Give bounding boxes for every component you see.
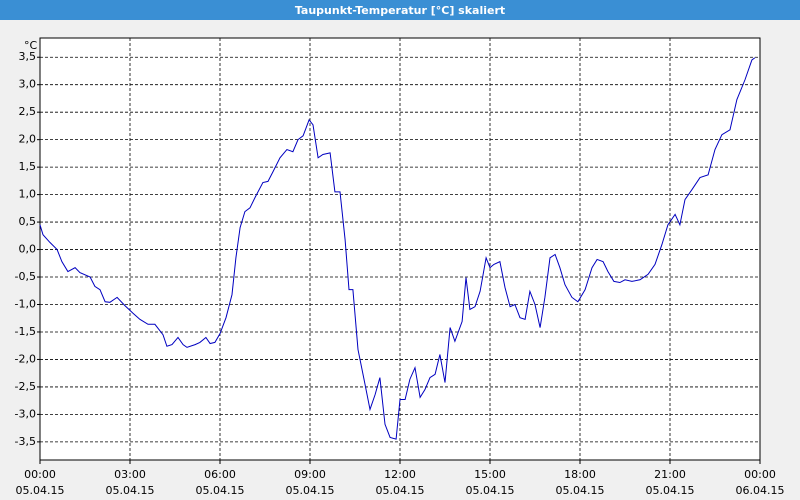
y-tick-label: 3,0 [19, 78, 37, 91]
y-tick-label: -3,0 [15, 407, 36, 420]
y-tick-label: 0,0 [19, 243, 37, 256]
title-bar [0, 0, 800, 20]
x-tick-date: 05.04.15 [646, 484, 695, 497]
data-line [39, 57, 756, 440]
x-tick-label: 15:00 [474, 468, 506, 481]
y-tick-label: -3,5 [15, 435, 36, 448]
y-tick-label: 1,5 [19, 160, 37, 173]
x-tick-date: 05.04.15 [376, 484, 425, 497]
x-tick-label: 12:00 [384, 468, 416, 481]
y-tick-label: -2,5 [15, 380, 36, 393]
y-tick-label: 2,5 [19, 105, 37, 118]
x-tick-date: 05.04.15 [556, 484, 605, 497]
x-tick-label: 06:00 [204, 468, 236, 481]
x-tick-label: 18:00 [564, 468, 596, 481]
y-tick-label: 3,5 [19, 50, 37, 63]
y-tick-label: -0,5 [15, 270, 36, 283]
x-tick-label: 00:00 [744, 468, 776, 481]
y-unit-label: °C [24, 39, 38, 52]
y-tick-label: -2,0 [15, 352, 36, 365]
y-tick-label: 1,0 [19, 188, 37, 201]
y-tick-label: 0,5 [19, 215, 37, 228]
x-tick-label: 09:00 [294, 468, 326, 481]
x-tick-date: 05.04.15 [106, 484, 155, 497]
x-tick-date: 05.04.15 [196, 484, 245, 497]
x-tick-date: 05.04.15 [286, 484, 335, 497]
y-tick-label: -1,5 [15, 325, 36, 338]
y-tick-label: -1,0 [15, 297, 36, 310]
x-tick-date: 06.04.15 [736, 484, 785, 497]
x-tick-label: 00:00 [24, 468, 56, 481]
x-tick-label: 21:00 [654, 468, 686, 481]
x-tick-date: 05.04.15 [16, 484, 65, 497]
x-tick-date: 05.04.15 [466, 484, 515, 497]
y-tick-label: 2,0 [19, 133, 37, 146]
chart-title: Taupunkt-Temperatur [°C] skaliert [295, 4, 505, 17]
x-tick-label: 03:00 [114, 468, 146, 481]
